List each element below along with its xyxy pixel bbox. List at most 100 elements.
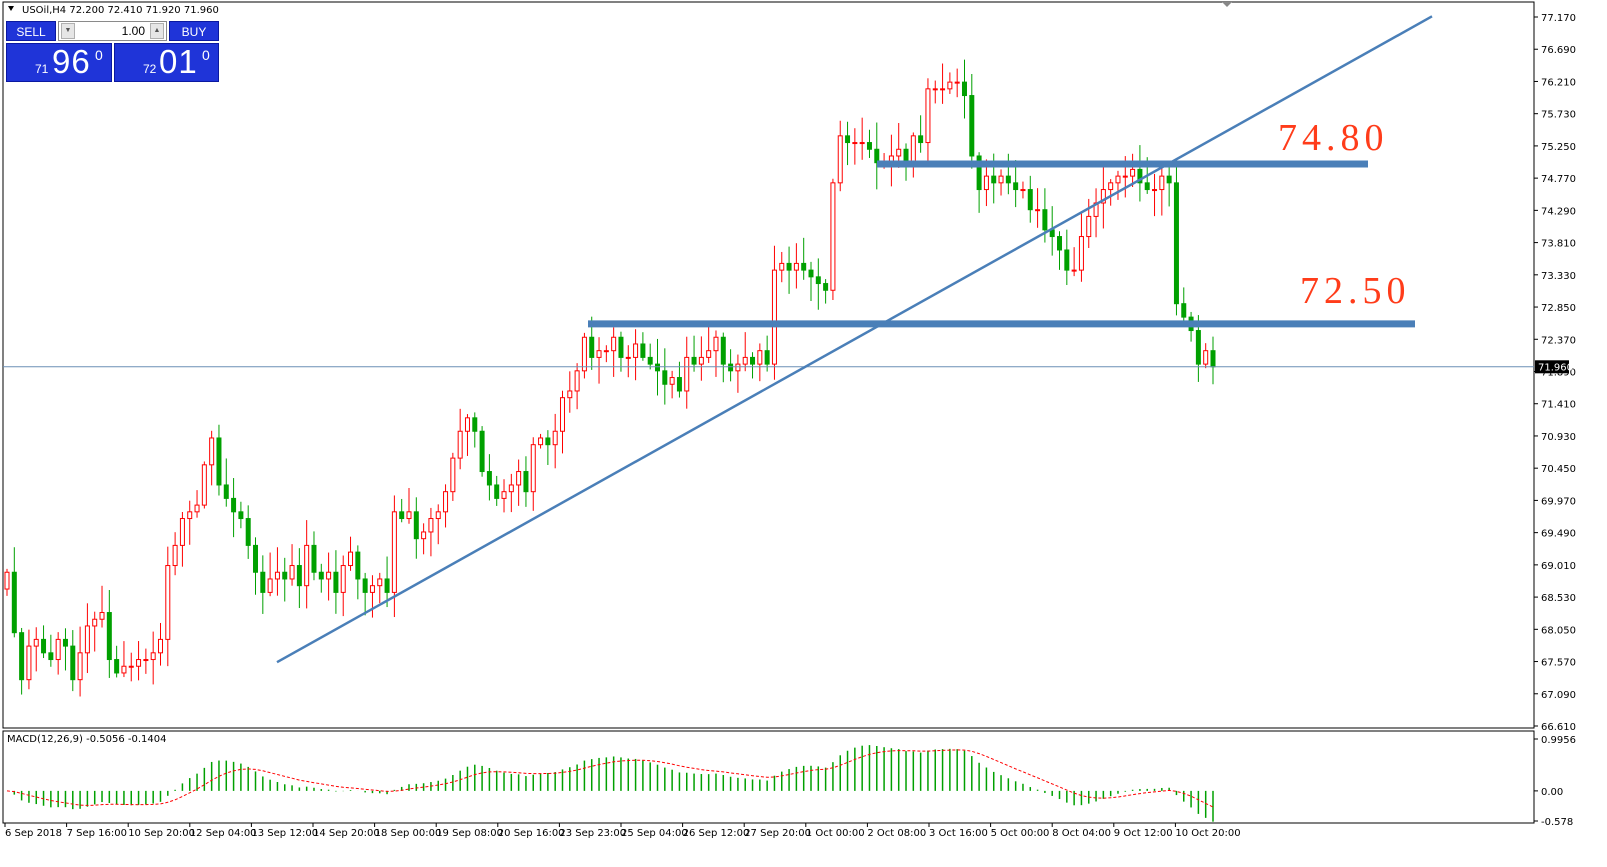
price-tick-label: 74.770 <box>1541 174 1576 185</box>
candle-body <box>706 350 712 358</box>
candle-body <box>823 283 829 291</box>
price-tick-label: 72.850 <box>1541 303 1576 314</box>
time-tick-label: 25 Sep 04:00 <box>621 828 688 839</box>
price-tick-label: 69.010 <box>1541 561 1576 572</box>
one-click-trading-panel: SELL ▼ ▲ BUY 71 96 0 72 01 0 <box>6 21 219 82</box>
candle-body <box>435 511 441 520</box>
trendline[interactable] <box>276 15 1433 664</box>
price-tick-label: 76.690 <box>1541 45 1576 56</box>
candle-body <box>245 518 251 546</box>
candle-body <box>1122 175 1128 178</box>
candle-body <box>472 417 478 432</box>
candle-body <box>282 571 288 580</box>
candle-body <box>976 155 982 191</box>
candle-body <box>815 276 821 285</box>
candle-body <box>187 511 193 520</box>
lot-size-stepper[interactable]: ▼ ▲ <box>58 21 167 41</box>
candle-body <box>837 135 843 184</box>
time-tick-label: 3 Oct 16:00 <box>929 828 988 839</box>
candle-body <box>830 182 836 291</box>
candle-body <box>165 565 171 640</box>
sell-price-display[interactable]: 71 96 0 <box>6 43 112 82</box>
price-tick-label: 76.210 <box>1541 77 1576 88</box>
candle-body <box>516 471 522 486</box>
time-tick-label: 18 Sep 00:00 <box>375 828 442 839</box>
candle-body <box>143 659 149 662</box>
current-price-tag: 71.960 <box>1535 360 1573 374</box>
candle-body <box>845 135 851 144</box>
candle-body <box>1130 168 1136 177</box>
candle-body <box>991 175 997 184</box>
candle-body <box>625 356 631 359</box>
candle-body <box>157 638 163 654</box>
candle-body <box>296 565 302 587</box>
main-chart-frame <box>2 1 1535 729</box>
lot-size-input[interactable] <box>77 23 145 39</box>
candle-body <box>55 638 61 661</box>
buy-button[interactable]: BUY <box>169 21 219 41</box>
candle-body <box>801 262 807 271</box>
price-tick-label: 73.330 <box>1541 271 1576 282</box>
candle-body <box>128 665 134 668</box>
level-label-72-50: 72.50 <box>1300 270 1411 312</box>
candle-body <box>179 518 185 546</box>
candle-body <box>735 363 741 372</box>
candle-body <box>11 571 17 634</box>
sell-button[interactable]: SELL <box>6 21 56 41</box>
candle-body <box>713 336 719 352</box>
candle-body <box>574 370 580 392</box>
lot-increase-icon[interactable]: ▲ <box>150 23 164 39</box>
candle-body <box>41 638 47 654</box>
candle-body <box>121 665 127 674</box>
buy-price-fraction: 0 <box>202 47 210 63</box>
candle-body <box>559 397 565 432</box>
chevron-down-icon[interactable] <box>8 6 14 11</box>
candle-body <box>866 142 872 150</box>
candle-body <box>538 437 544 446</box>
price-tick-label: 68.530 <box>1541 593 1576 604</box>
time-tick-label: 27 Sep 20:00 <box>744 828 811 839</box>
candle-body <box>209 437 215 466</box>
candle-body <box>764 350 770 365</box>
svg-text:71.960: 71.960 <box>1538 362 1573 373</box>
candle-body <box>216 437 222 486</box>
candle-body <box>691 356 697 365</box>
buy-price-prefix: 72 <box>143 62 157 76</box>
candle-body <box>267 578 273 593</box>
candle-body <box>33 638 39 647</box>
candle-body <box>443 491 449 513</box>
candle-body <box>391 511 397 593</box>
macd-tick-label: 0.9956 <box>1541 735 1576 746</box>
time-tick-label: 10 Sep 20:00 <box>128 828 195 839</box>
candle-body <box>362 578 368 593</box>
candle-body <box>172 544 178 567</box>
candle-body <box>106 612 112 661</box>
candle-body <box>1115 175 1121 184</box>
candle-body <box>1035 209 1041 212</box>
candle-body <box>611 336 617 352</box>
candle-body <box>596 350 602 358</box>
candle-body <box>333 571 339 593</box>
candle-body <box>998 175 1004 184</box>
candle-body <box>62 638 68 647</box>
price-tick-label: 68.050 <box>1541 625 1576 636</box>
candle-body <box>19 632 25 681</box>
candle-body <box>874 148 880 164</box>
buy-price-display[interactable]: 72 01 0 <box>114 43 219 82</box>
candle-body <box>48 652 54 661</box>
price-tick-label: 72.370 <box>1541 335 1576 346</box>
candle-body <box>961 81 967 97</box>
candle-body <box>581 336 587 372</box>
lot-decrease-icon[interactable]: ▼ <box>61 23 75 39</box>
candle-body <box>1203 350 1209 365</box>
sell-price-main: 96 <box>52 43 91 80</box>
symbol-header: USOil,H4 72.200 72.410 71.920 71.960 <box>22 5 219 16</box>
candle-body <box>150 652 156 661</box>
candle-body <box>384 578 390 593</box>
candle-body <box>1210 350 1216 368</box>
candle-body <box>786 262 792 271</box>
price-tick-label: 70.450 <box>1541 464 1576 475</box>
